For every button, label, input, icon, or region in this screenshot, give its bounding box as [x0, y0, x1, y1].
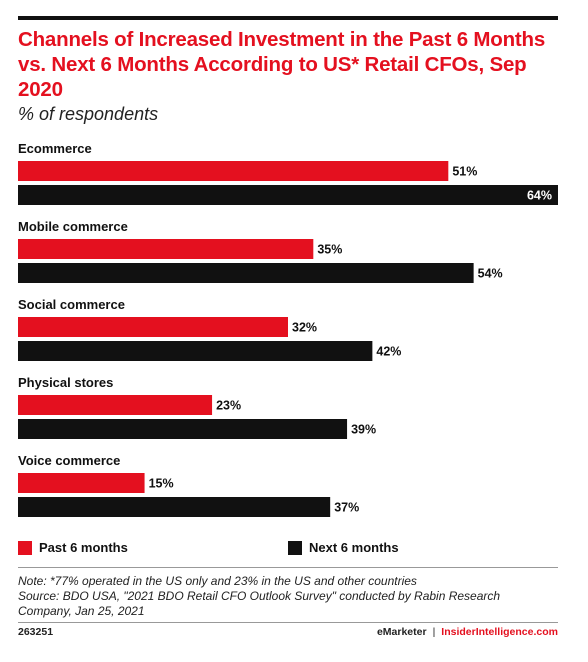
bar-past-6-months — [18, 239, 314, 259]
category-label: Mobile commerce — [18, 219, 128, 234]
chart-title: Channels of Increased Investment in the … — [18, 28, 546, 101]
category-label: Physical stores — [18, 375, 113, 390]
brand-separator: | — [432, 626, 436, 638]
divider-top — [18, 567, 558, 568]
bar-past-6-months — [18, 473, 145, 493]
brand-insider-intelligence[interactable]: InsiderIntelligence.com — [441, 626, 558, 638]
note-line: Source: BDO USA, "2021 BDO Retail CFO Ou… — [18, 589, 501, 603]
bar-next-6-months — [18, 419, 348, 439]
chart-subtitle: % of respondents — [18, 104, 159, 124]
legend-swatch-next — [288, 540, 302, 555]
data-label: 39% — [351, 423, 376, 437]
category-label: Ecommerce — [18, 141, 92, 156]
data-label: 54% — [478, 267, 503, 281]
note-line: Company, Jan 25, 2021 — [18, 604, 145, 618]
data-label: 37% — [334, 501, 359, 515]
data-label: 35% — [317, 243, 342, 257]
footer-brands: eMarketer | InsiderIntelligence.com — [377, 626, 558, 638]
legend-label-past: Past 6 months — [39, 540, 128, 555]
bar-past-6-months — [18, 161, 449, 181]
data-label: 15% — [149, 477, 174, 491]
divider-bottom — [18, 622, 558, 623]
category-label: Social commerce — [18, 297, 125, 312]
legend-swatch-past — [18, 540, 32, 555]
bar-chart: Ecommerce 51% 64% Mobile commerce 35% 54% Soci… — [18, 141, 558, 517]
chart-id: 263251 — [18, 626, 54, 638]
bar-next-6-months — [18, 497, 331, 517]
bar-next-6-months — [18, 185, 558, 205]
note-line: Note: *77% operated in the US only and 2… — [18, 574, 417, 588]
bar-past-6-months — [18, 317, 288, 337]
data-label: 51% — [452, 165, 477, 179]
category-label: Voice commerce — [18, 453, 120, 468]
data-label: 42% — [376, 345, 401, 359]
data-label: 64% — [527, 189, 552, 203]
top-rule — [18, 16, 558, 20]
bar-past-6-months — [18, 395, 213, 415]
data-label: 23% — [216, 399, 241, 413]
chart-note: Note: *77% operated in the US only and 2… — [18, 574, 563, 619]
legend-item-next: Next 6 months — [288, 540, 399, 555]
data-label: 32% — [292, 321, 317, 335]
legend-item-past: Past 6 months — [18, 540, 128, 555]
bar-next-6-months — [18, 263, 474, 283]
bar-next-6-months — [18, 341, 373, 361]
brand-emarketer: eMarketer — [376, 626, 427, 638]
legend-label-next: Next 6 months — [309, 540, 399, 555]
